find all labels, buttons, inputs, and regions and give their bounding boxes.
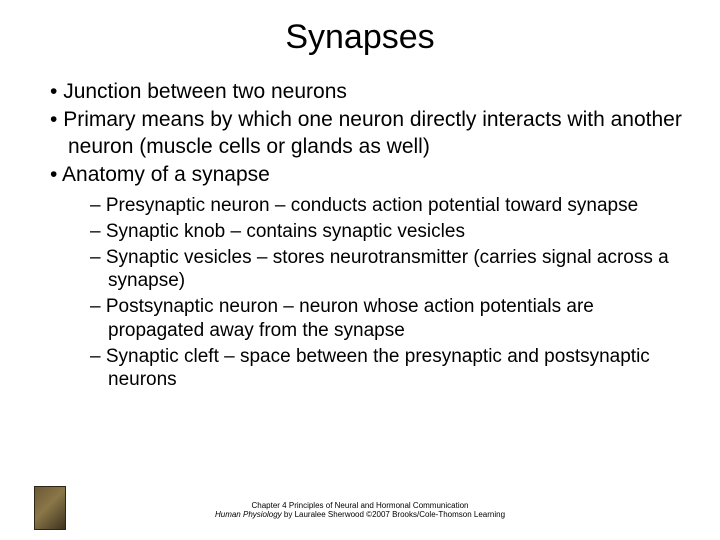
footer-line-1: Chapter 4 Principles of Neural and Hormo… bbox=[0, 501, 720, 511]
footer-book-title: Human Physiology bbox=[215, 510, 282, 519]
bullet-1: Junction between two neurons bbox=[30, 79, 690, 105]
sub-bullet-4: Postsynaptic neuron – neuron whose actio… bbox=[30, 295, 690, 343]
bullet-3: Anatomy of a synapse bbox=[30, 162, 690, 188]
sub-bullet-5: Synaptic cleft – space between the presy… bbox=[30, 345, 690, 393]
sub-bullet-1: Presynaptic neuron – conducts action pot… bbox=[30, 194, 690, 218]
sub-bullet-2: Synaptic knob – contains synaptic vesicl… bbox=[30, 220, 690, 244]
footer-attribution: by Lauralee Sherwood ©2007 Brooks/Cole-T… bbox=[282, 510, 505, 519]
footer: Chapter 4 Principles of Neural and Hormo… bbox=[0, 501, 720, 520]
sub-bullet-list: Presynaptic neuron – conducts action pot… bbox=[30, 194, 690, 392]
bullet-list: Junction between two neurons Primary mea… bbox=[30, 79, 690, 392]
footer-line-2: Human Physiology by Lauralee Sherwood ©2… bbox=[0, 510, 720, 520]
slide: Synapses Junction between two neurons Pr… bbox=[0, 0, 720, 540]
sub-bullet-3: Synaptic vesicles – stores neurotransmit… bbox=[30, 246, 690, 294]
slide-title: Synapses bbox=[30, 18, 690, 57]
bullet-2: Primary means by which one neuron direct… bbox=[30, 107, 690, 160]
